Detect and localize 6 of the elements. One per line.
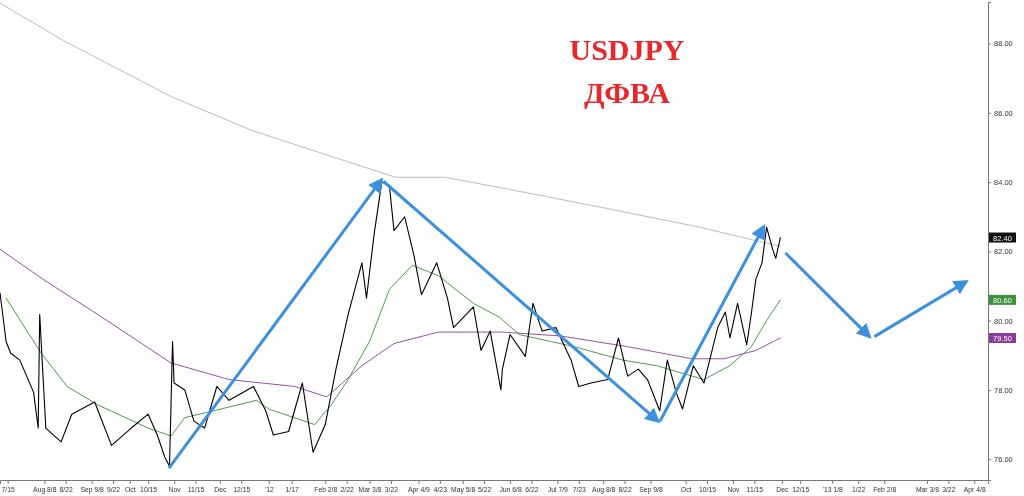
line-series	[0, 2, 781, 247]
line-series	[0, 181, 781, 467]
line-series	[5, 264, 781, 437]
text: USDJPY	[569, 33, 685, 66]
text: ДФВА	[584, 76, 671, 109]
line-series	[0, 248, 781, 398]
